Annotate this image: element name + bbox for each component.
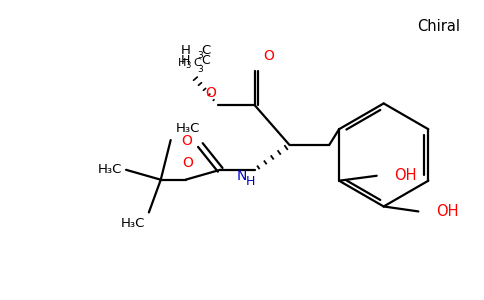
- Text: Chiral: Chiral: [417, 19, 460, 34]
- Text: H: H: [245, 175, 255, 188]
- Text: C: C: [201, 54, 210, 67]
- Text: N: N: [237, 169, 247, 183]
- Text: H: H: [181, 44, 191, 57]
- Text: 3: 3: [185, 61, 190, 70]
- Text: H: H: [177, 58, 186, 68]
- Text: H₃C: H₃C: [176, 122, 200, 135]
- Text: O: O: [182, 156, 193, 170]
- Text: H: H: [181, 54, 191, 67]
- Text: C: C: [201, 44, 211, 57]
- Text: H₃C: H₃C: [98, 163, 122, 176]
- Text: OH: OH: [394, 168, 417, 183]
- Text: O: O: [182, 134, 193, 148]
- Text: 3: 3: [197, 51, 203, 60]
- Text: H₃C: H₃C: [121, 218, 145, 230]
- Text: OH: OH: [436, 204, 459, 219]
- Text: O: O: [263, 49, 273, 63]
- Text: C: C: [194, 58, 201, 68]
- Text: 3: 3: [197, 65, 203, 74]
- Text: O: O: [205, 86, 216, 100]
